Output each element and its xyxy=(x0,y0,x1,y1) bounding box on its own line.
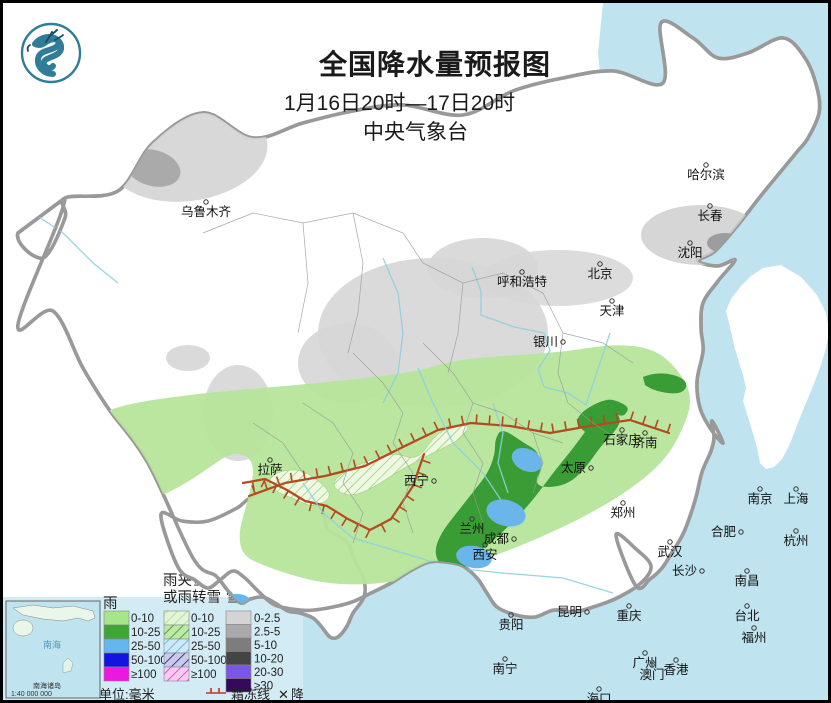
svg-text:海口: 海口 xyxy=(586,691,611,700)
svg-text:单位:毫米: 单位:毫米 xyxy=(99,687,155,700)
svg-text:香港: 香港 xyxy=(663,663,689,677)
svg-text:✕: ✕ xyxy=(278,687,289,700)
svg-text:天津: 天津 xyxy=(599,304,624,318)
svg-text:北京: 北京 xyxy=(587,267,612,281)
svg-text:沈阳: 沈阳 xyxy=(677,245,702,260)
svg-text:成都: 成都 xyxy=(484,532,510,546)
svg-text:合肥: 合肥 xyxy=(711,524,737,539)
svg-text:≥100: ≥100 xyxy=(191,669,217,681)
svg-text:澳门: 澳门 xyxy=(639,667,664,682)
svg-text:1:40 000 000: 1:40 000 000 xyxy=(11,691,52,698)
svg-text:≥100: ≥100 xyxy=(131,669,157,681)
svg-text:或雨转雪: 或雨转雪 xyxy=(163,589,221,606)
svg-text:武汉: 武汉 xyxy=(657,545,683,559)
svg-text:50-100: 50-100 xyxy=(191,655,227,667)
svg-text:济南: 济南 xyxy=(632,435,657,450)
svg-text:25-50: 25-50 xyxy=(191,641,220,653)
svg-text:5-10: 5-10 xyxy=(254,640,277,652)
svg-text:呼和浩特: 呼和浩特 xyxy=(497,274,547,289)
svg-text:哈尔滨: 哈尔滨 xyxy=(687,167,725,182)
svg-text:上海: 上海 xyxy=(783,491,809,506)
svg-text:20-30: 20-30 xyxy=(254,667,283,679)
svg-text:兰州: 兰州 xyxy=(459,522,484,536)
svg-text:0-10: 0-10 xyxy=(191,613,214,625)
svg-text:西安: 西安 xyxy=(472,547,497,562)
svg-text:南海: 南海 xyxy=(43,639,61,650)
svg-text:乌鲁木齐: 乌鲁木齐 xyxy=(181,204,232,219)
svg-text:西宁: 西宁 xyxy=(404,473,429,488)
svg-text:0-2.5: 0-2.5 xyxy=(254,613,280,625)
svg-text:南海诸岛: 南海诸岛 xyxy=(33,681,61,690)
svg-text:雨: 雨 xyxy=(103,596,118,612)
svg-text:南京: 南京 xyxy=(747,491,772,506)
svg-text:南宁: 南宁 xyxy=(492,661,517,676)
svg-text:南昌: 南昌 xyxy=(734,573,759,588)
svg-text:福州: 福州 xyxy=(741,630,766,645)
svg-text:长春: 长春 xyxy=(697,209,723,223)
svg-text:10-25: 10-25 xyxy=(191,627,220,639)
svg-text:50-100: 50-100 xyxy=(131,655,167,667)
svg-text:贵阳: 贵阳 xyxy=(498,618,523,632)
svg-text:拉萨: 拉萨 xyxy=(257,462,282,477)
svg-text:杭州: 杭州 xyxy=(783,533,808,548)
svg-text:10-25: 10-25 xyxy=(131,627,160,639)
svg-text:2.5-5: 2.5-5 xyxy=(254,627,280,639)
svg-text:重庆: 重庆 xyxy=(616,608,642,623)
svg-text:台北: 台北 xyxy=(734,608,760,623)
svg-text:昆明: 昆明 xyxy=(557,605,582,619)
svg-text:0-10: 0-10 xyxy=(131,613,154,625)
svg-text:郑州: 郑州 xyxy=(610,505,635,520)
svg-text:长沙: 长沙 xyxy=(672,564,698,578)
svg-text:霜冻线: 霜冻线 xyxy=(231,687,270,700)
svg-text:太原: 太原 xyxy=(561,460,586,475)
svg-text:银川: 银川 xyxy=(533,335,558,349)
svg-text:10-20: 10-20 xyxy=(254,654,283,666)
svg-text:25-50: 25-50 xyxy=(131,641,160,653)
